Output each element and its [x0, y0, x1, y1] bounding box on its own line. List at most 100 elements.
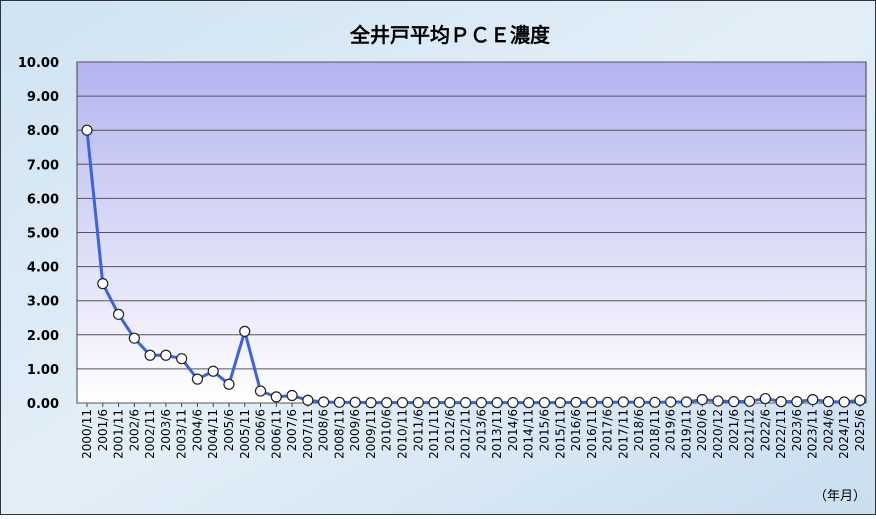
- data-point: [807, 393, 819, 406]
- data-point: [775, 396, 787, 408]
- data-point: [854, 394, 866, 406]
- x-tick-label: 2022/11: [774, 409, 788, 459]
- data-point: [680, 396, 693, 408]
- data-point: [239, 325, 251, 337]
- x-tick-label: 2007/6: [285, 409, 299, 451]
- x-tick-label: 2003/11: [175, 409, 189, 459]
- x-tick-label: 2018/11: [648, 409, 662, 459]
- x-tick-label: 2016/6: [569, 409, 583, 451]
- x-tick-label: 2016/11: [585, 409, 599, 459]
- x-tick-label: 2023/6: [790, 409, 804, 451]
- x-tick-label: 2008/11: [332, 409, 346, 459]
- x-tick-label: 2004/11: [206, 409, 220, 459]
- x-tick-label: 2018/6: [632, 409, 646, 451]
- data-point: [144, 349, 156, 361]
- data-point: [838, 396, 850, 408]
- data-point: [728, 396, 740, 408]
- data-point: [712, 395, 724, 407]
- x-tick-label: 2006/6: [254, 409, 268, 451]
- x-tick-label: 2002/6: [127, 409, 141, 451]
- data-point: [696, 393, 708, 406]
- x-tick-label: 2013/6: [474, 409, 488, 451]
- data-point: [191, 373, 204, 385]
- data-point: [176, 353, 188, 365]
- data-point: [223, 378, 235, 390]
- data-point: [444, 397, 456, 409]
- data-point: [791, 396, 803, 408]
- x-tick-label: 2009/11: [364, 409, 378, 459]
- data-point: [365, 397, 377, 409]
- data-point: [318, 396, 330, 408]
- x-tick-label: 2017/11: [616, 409, 630, 459]
- x-tick-label: 2009/6: [348, 409, 362, 451]
- data-point: [633, 396, 645, 408]
- x-tick-label: 2010/6: [380, 409, 394, 451]
- x-tick-label: 2008/6: [317, 409, 331, 451]
- data-point: [396, 397, 409, 409]
- x-tick-label: 2011/11: [427, 409, 441, 459]
- x-tick-label: 2024/11: [837, 409, 851, 459]
- x-tick-label: 2014/6: [506, 409, 520, 451]
- data-point: [160, 349, 172, 361]
- y-tick-label: 4.00: [27, 261, 59, 276]
- x-tick-label: 2015/6: [537, 409, 551, 451]
- x-tick-label: 2023/11: [806, 409, 820, 459]
- y-tick-label: 1.00: [27, 363, 59, 378]
- x-tick-label: 2015/11: [553, 409, 567, 459]
- data-point: [349, 396, 361, 408]
- x-tick-label: 2020/6: [695, 409, 709, 451]
- data-point: [554, 397, 566, 409]
- x-tick-label: 2002/11: [143, 409, 157, 459]
- x-tick-label: 2020/12: [711, 409, 725, 459]
- y-tick-label: 2.00: [27, 329, 59, 344]
- x-tick-label: 2021/12: [743, 409, 757, 459]
- data-point: [254, 385, 267, 397]
- data-point: [302, 394, 314, 406]
- x-tick-label: 2025/6: [853, 409, 867, 451]
- data-point: [822, 396, 835, 408]
- data-point: [507, 397, 519, 409]
- x-axis-label: （年月）: [814, 489, 866, 504]
- x-tick-label: 2021/6: [727, 409, 741, 451]
- x-tick-label: 2007/11: [301, 409, 315, 459]
- y-tick-label: 10.00: [18, 56, 59, 71]
- x-tick-label: 2000/11: [80, 409, 94, 459]
- x-tick-label: 2022/6: [758, 409, 772, 451]
- data-point: [538, 397, 551, 409]
- x-tick-label: 2019/11: [679, 409, 693, 459]
- x-tick-label: 2005/11: [238, 409, 252, 459]
- y-tick-label: 5.00: [27, 227, 59, 242]
- x-tick-label: 2004/6: [190, 409, 204, 451]
- x-tick-label: 2010/11: [396, 409, 410, 459]
- data-point: [460, 397, 472, 409]
- data-point: [286, 389, 298, 402]
- x-tick-label: 2005/6: [222, 409, 236, 451]
- data-point: [617, 396, 629, 408]
- x-tick-label: 2019/6: [664, 409, 678, 451]
- x-tick-label: 2014/11: [522, 409, 536, 459]
- data-point: [491, 397, 503, 409]
- x-tick-label: 2001/6: [96, 409, 110, 451]
- x-tick-label: 2012/6: [443, 409, 457, 451]
- data-point: [759, 392, 771, 405]
- data-point: [270, 391, 282, 403]
- data-point: [412, 397, 424, 409]
- x-tick-label: 2011/6: [411, 409, 425, 451]
- data-point: [523, 397, 535, 409]
- y-tick-label: 9.00: [27, 90, 59, 105]
- data-point: [97, 278, 109, 290]
- x-tick-label: 2017/6: [601, 409, 615, 451]
- data-point: [665, 396, 677, 408]
- data-point: [381, 397, 393, 409]
- x-tick-label: 2012/11: [459, 409, 473, 459]
- data-point: [586, 396, 598, 408]
- y-tick-label: 6.00: [27, 192, 59, 207]
- x-tick-label: 2003/6: [159, 409, 173, 451]
- data-point: [112, 308, 125, 320]
- data-point: [81, 124, 93, 136]
- x-tick-label: 2006/11: [269, 409, 283, 459]
- x-tick-label: 2001/11: [112, 409, 126, 459]
- x-tick-label: 2024/6: [821, 409, 835, 451]
- data-point: [475, 397, 487, 409]
- y-tick-label: 7.00: [27, 158, 59, 173]
